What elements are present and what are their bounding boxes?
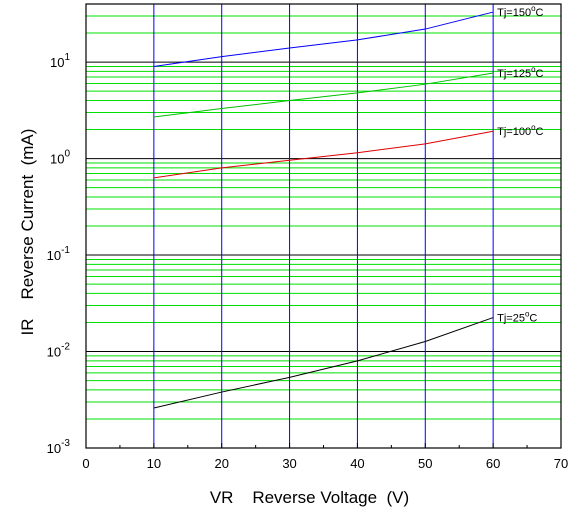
series-label: Tj=100oC <box>497 123 543 138</box>
y-axis-title: IR Reverse Current (mA) <box>18 129 37 336</box>
series-line <box>153 72 494 118</box>
x-tick-label: 70 <box>554 456 568 471</box>
tick-layer: 0 10 20 30 40 50 60 70 10-3 10-2 10-1 100 101 <box>47 52 569 471</box>
x-tick-label: 40 <box>350 456 364 471</box>
y-tick-label: 100 <box>50 149 70 167</box>
series-line <box>153 130 494 179</box>
y-tick-label: 101 <box>50 52 70 70</box>
series-layer <box>153 11 494 409</box>
x-tick-label: 30 <box>282 456 296 471</box>
series-label-layer: Tj=150oC Tj=125oC Tj=100oC Tj=25oC <box>497 4 543 324</box>
x-axis-title: VR Reverse Voltage (V) <box>210 488 409 507</box>
series-label: Tj=25oC <box>497 310 537 325</box>
x-tick-label: 60 <box>486 456 500 471</box>
y-tick-label: 10-3 <box>47 438 71 456</box>
y-tick-label: 10-1 <box>47 245 71 263</box>
series-label: Tj=125oC <box>497 65 543 80</box>
x-tick-label: 20 <box>214 456 228 471</box>
series-label: Tj=150oC <box>497 4 543 19</box>
grid-layer <box>86 4 561 448</box>
y-tick-label: 10-2 <box>47 342 71 360</box>
series-line <box>153 317 494 409</box>
x-tick-label: 50 <box>418 456 432 471</box>
x-tick-label: 10 <box>147 456 161 471</box>
x-tick-label: 0 <box>82 456 89 471</box>
series-line <box>153 11 494 67</box>
